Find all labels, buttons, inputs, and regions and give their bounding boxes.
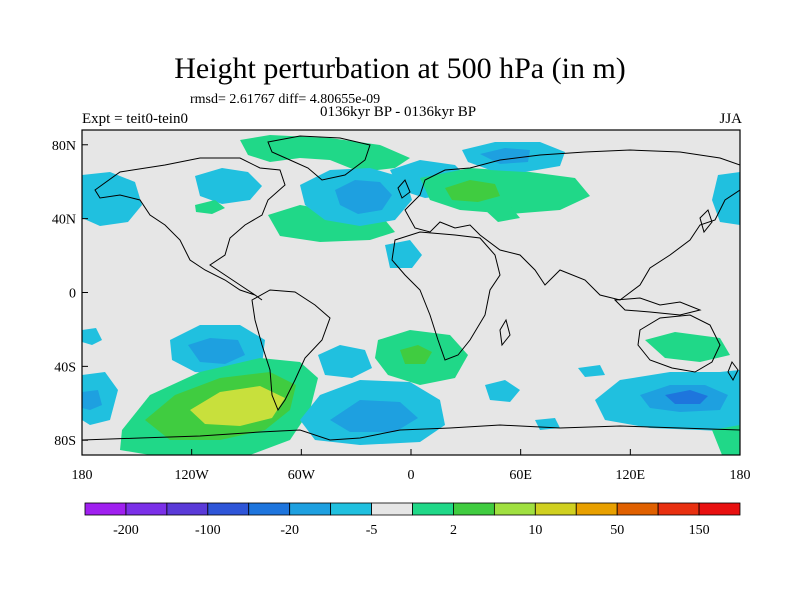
coast-greenland [267, 135, 371, 181]
colorbar-swatch [371, 502, 413, 516]
lon-tick-label: 60W [288, 468, 316, 483]
lat-tick-label: 80S [54, 434, 76, 449]
lon-tick-label: 180 [72, 468, 93, 483]
anomaly-green-patch-nam [195, 200, 225, 214]
coastline-layer [82, 135, 740, 441]
lon-tick-label: 0 [408, 468, 415, 483]
lon-tick-label: 120W [175, 468, 210, 483]
anomaly-se-green [712, 425, 740, 455]
colorbar-label: -5 [366, 523, 378, 538]
anomaly-australia-green [645, 332, 730, 362]
colorbar-label: 150 [689, 523, 710, 538]
coast-europe-asia [404, 149, 740, 301]
colorbar-swatch [616, 502, 659, 516]
colorbar-swatch [330, 502, 372, 516]
colorbar-swatch [289, 502, 332, 516]
coast-japan [699, 209, 713, 234]
colorbar-label: 50 [610, 523, 624, 538]
lat-tick-label: 0 [69, 287, 76, 302]
colorbar-swatch [248, 502, 291, 516]
coast-indonesia [613, 297, 702, 316]
coast-madagascar [499, 318, 511, 347]
colorbar-label: -100 [195, 523, 221, 538]
coast-africa [391, 231, 501, 361]
colorbar-swatch [453, 502, 495, 516]
colorbar-swatch [412, 502, 454, 516]
anomaly-europe-green [420, 168, 590, 214]
colorbar-swatch [84, 502, 127, 516]
latitude-axis: 80N 40N 0 40S 80S [52, 139, 88, 449]
anomaly-sp-lightblue [188, 338, 245, 364]
anomaly-europe-darkgreen [445, 180, 500, 202]
lon-tick-label: 180 [730, 468, 751, 483]
anomaly-sp-cyan-west [82, 328, 102, 345]
anomaly-cyan-mid-s [318, 345, 372, 378]
stats-text: rmsd= 2.61767 diff= 4.80655e-09 [190, 92, 381, 107]
lat-tick-label: 40N [52, 213, 76, 228]
period-label: 0136kyr BP - 0136kyr BP [320, 104, 477, 120]
colorbar-swatch [166, 502, 209, 516]
anomaly-sw-yellowgreen [190, 386, 285, 426]
anomaly-far-sw-lightblue [82, 390, 102, 410]
anomaly-green-mideast [485, 206, 520, 222]
anomaly-se-blue [665, 390, 708, 404]
anomaly-south-atlantic-lightblue [330, 400, 418, 432]
anomaly-cyan-indian-small [485, 380, 520, 402]
lon-tick-label: 60E [509, 468, 532, 483]
anomaly-darkgreen-south-atlantic [400, 345, 432, 364]
anomaly-nw-america-cyan [82, 172, 142, 226]
lon-tick-label: 120E [616, 468, 646, 483]
colorbar-swatch [493, 502, 536, 516]
anomaly-cyan-indian-small-3 [578, 365, 605, 377]
colorbar-swatch [657, 502, 700, 516]
experiment-label: Expt = teit0-tein0 [82, 111, 188, 127]
colorbar-swatch [207, 502, 250, 516]
colorbar-swatch [125, 502, 168, 516]
colorbar-label: 2 [450, 523, 457, 538]
anomaly-atlantic-lightblue [335, 180, 392, 214]
anomaly-siberia-lightblue [480, 148, 530, 164]
anomaly-canada-cyan [195, 168, 262, 204]
season-label: JJA [719, 111, 742, 127]
colorbar-swatch [534, 502, 577, 516]
colorbar-label: -20 [280, 523, 299, 538]
coast-new-zealand [727, 360, 739, 382]
coast-uk [397, 179, 411, 199]
colorbar-swatch [575, 502, 618, 516]
colorbar-label: 10 [528, 523, 542, 538]
lat-tick-label: 80N [52, 139, 76, 154]
longitude-axis: 180 120W 60W 0 60E 120E 180 [72, 449, 751, 483]
colorbar-swatch [698, 502, 741, 516]
coast-antarctica [82, 424, 740, 441]
colorbar: -200 -100 -20 -5 2 10 50 150 [84, 502, 741, 538]
map-title: Height perturbation at 500 hPa (in m) [174, 52, 626, 85]
coast-australia [637, 314, 721, 373]
colorbar-label: -200 [113, 523, 139, 538]
coast-north-america [94, 157, 286, 301]
lat-tick-label: 40S [54, 360, 76, 375]
coast-south-america [251, 289, 331, 412]
anomaly-atlantic-green [268, 205, 395, 242]
